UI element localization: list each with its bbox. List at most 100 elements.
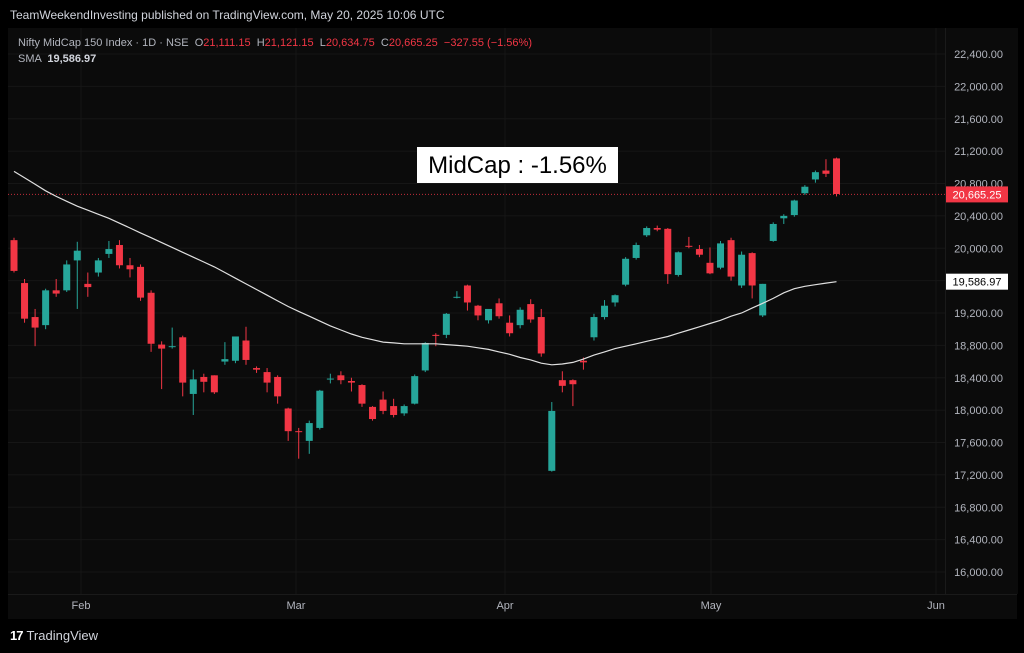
candle-down: [506, 322, 514, 334]
brand-name: TradingView: [26, 628, 99, 643]
high-value: 21,121.15: [264, 37, 314, 49]
candle-down: [706, 262, 714, 274]
candle-down: [137, 266, 145, 298]
sma-label[interactable]: SMA: [18, 53, 42, 65]
candle-up: [94, 260, 102, 273]
candle-up: [421, 342, 429, 371]
y-tick-label: 18,000.00: [954, 405, 1003, 417]
axis-labels: 16,000.00 16,400.00 16,800.00 17,200.00 17,6…: [72, 49, 1008, 612]
sma-value: 19,586.97: [47, 53, 97, 65]
candle-up: [780, 215, 788, 219]
candle-down: [147, 292, 155, 344]
change-value: −327.55 (−1.56%): [443, 37, 532, 49]
footer: [0, 620, 1024, 653]
legend-ohlc-row: Nifty MidCap 150 Index · 1D · NSE O21,11…: [18, 35, 532, 51]
x-tick-label: Feb: [72, 600, 91, 612]
high-label: H: [256, 37, 265, 49]
tradingview-logo-icon: 17: [10, 628, 24, 643]
y-tick-label: 16,400.00: [954, 535, 1003, 547]
candle-up: [411, 376, 419, 404]
candle-down: [158, 344, 166, 349]
candle-up: [643, 228, 651, 236]
sma-price-label: 19,586.97: [953, 277, 1002, 289]
legend-sma-row: SMA 19,586.97: [18, 51, 532, 67]
low-label: L: [319, 37, 326, 49]
y-tick-label: 19,200.00: [954, 308, 1003, 320]
price-axis[interactable]: [945, 28, 1018, 594]
candle-up: [105, 249, 113, 254]
time-axis[interactable]: [8, 594, 1017, 619]
candle-up: [168, 346, 176, 348]
candle-up: [622, 258, 630, 285]
x-tick-label: May: [701, 600, 722, 612]
open-label: O: [194, 37, 204, 49]
candle-down: [31, 317, 39, 328]
candle-down: [358, 385, 366, 404]
candle-down: [242, 340, 250, 360]
candle-down: [664, 228, 672, 275]
y-tick-label: 17,200.00: [954, 470, 1003, 482]
tradingview-logo[interactable]: 17 TradingView: [10, 628, 98, 643]
candle-up: [801, 186, 809, 194]
candle-down: [748, 253, 756, 286]
candle-up: [485, 308, 493, 321]
candle-up: [611, 295, 619, 303]
annotation-text: MidCap : -1.56%: [428, 152, 607, 179]
y-tick-label: 20,000.00: [954, 243, 1003, 255]
y-tick-label: 22,000.00: [954, 81, 1003, 93]
sma-price-badge: [946, 273, 1008, 290]
y-tick-label: 18,800.00: [954, 340, 1003, 352]
candle-up: [305, 423, 313, 441]
candle-down: [253, 368, 261, 370]
y-tick-label: 18,400.00: [954, 373, 1003, 385]
candle-down: [379, 399, 387, 411]
candle-up: [759, 283, 767, 316]
top-bar: TeamWeekendInvesting published on Tradin…: [0, 0, 1024, 28]
candle-down: [558, 380, 566, 386]
candle-up: [231, 336, 239, 361]
candle-down: [200, 376, 208, 382]
sma-line: [13, 170, 837, 366]
candle-down: [84, 283, 92, 288]
candle-down: [52, 290, 60, 294]
annotation-box: [417, 147, 618, 183]
y-tick-label: 21,200.00: [954, 146, 1003, 158]
y-tick-label: 16,800.00: [954, 502, 1003, 514]
published-line: TeamWeekendInvesting published on Tradin…: [10, 8, 445, 22]
candle-down: [126, 265, 134, 270]
candle-down: [337, 375, 345, 381]
candle-up: [632, 245, 640, 258]
candle-down: [179, 337, 187, 383]
candle-down: [210, 375, 218, 393]
candle-up: [63, 264, 71, 291]
candle-up: [73, 250, 81, 261]
x-tick-label: Jun: [927, 600, 945, 612]
candle-down: [685, 245, 693, 247]
candle-up: [326, 378, 334, 380]
candle-up: [442, 313, 450, 335]
candle-up: [811, 172, 819, 180]
candle-down: [822, 170, 830, 174]
symbol-label[interactable]: Nifty MidCap 150 Index · 1D · NSE: [18, 37, 189, 49]
candle-down: [695, 249, 703, 255]
candle-down: [115, 245, 123, 266]
y-tick-label: 21,600.00: [954, 114, 1003, 126]
x-tick-label: Mar: [287, 600, 306, 612]
close-value: 20,665.25: [388, 37, 438, 49]
open-value: 21,111.15: [203, 37, 251, 49]
candle-down: [284, 408, 292, 432]
chart-legend: Nifty MidCap 150 Index · 1D · NSE O21,11…: [18, 35, 532, 67]
close-label: C: [380, 37, 389, 49]
candle-down: [432, 334, 440, 336]
candle-down: [463, 285, 471, 303]
candle-up: [189, 379, 197, 394]
x-tick-label: Apr: [496, 600, 513, 612]
last-price-badge: [946, 186, 1008, 203]
candle-up: [400, 406, 408, 414]
candle-up: [516, 309, 524, 326]
candle-down: [569, 380, 577, 385]
candle-down: [727, 240, 735, 277]
candle-down: [495, 303, 503, 317]
